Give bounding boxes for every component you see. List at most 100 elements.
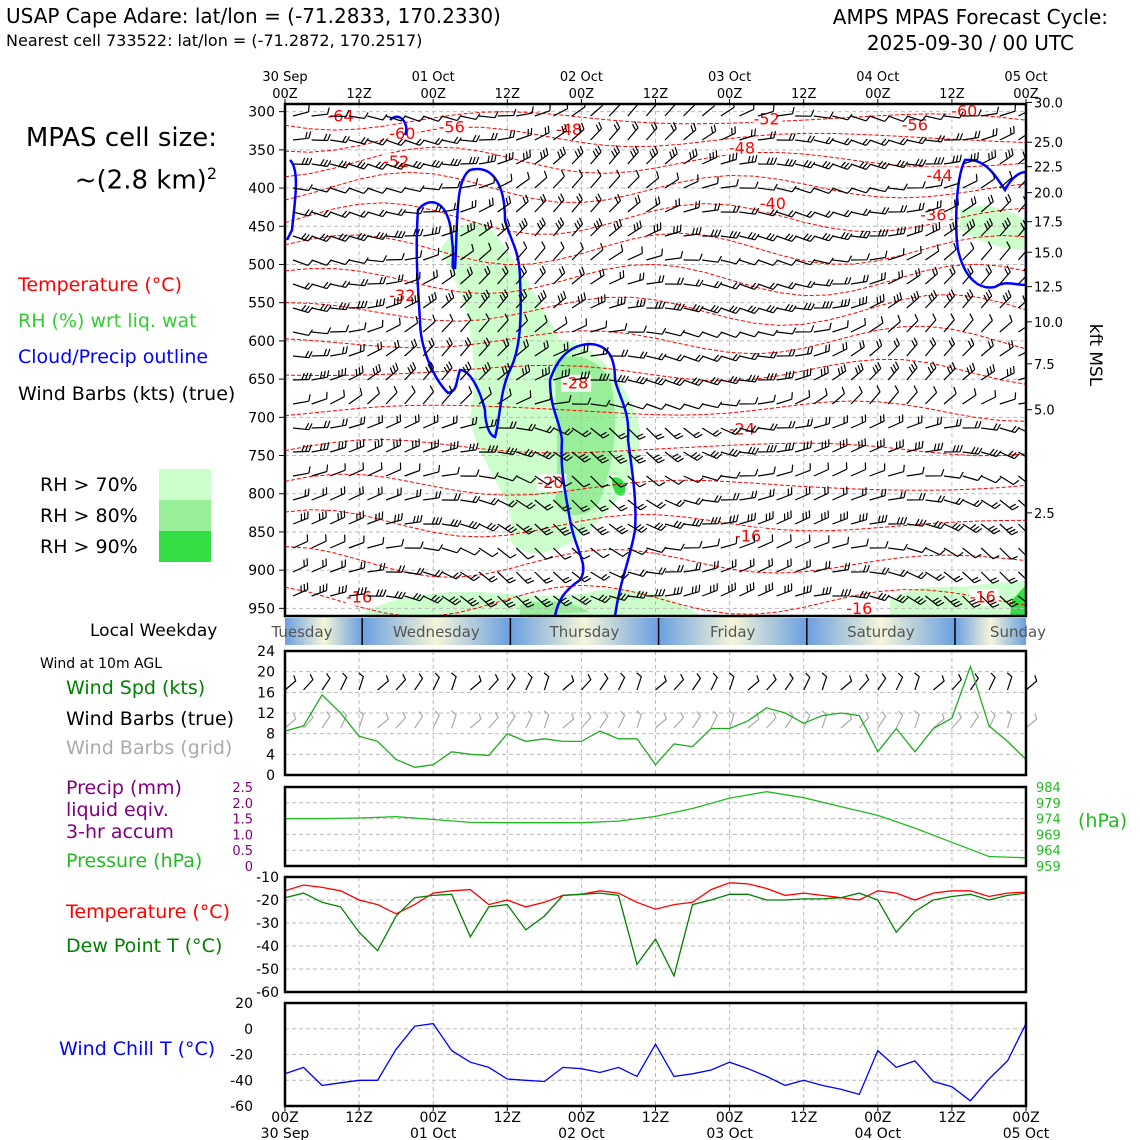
panel-tick-label: -20	[256, 893, 279, 909]
wind-barb	[850, 230, 871, 239]
wind-barb	[292, 444, 312, 453]
weekday-name: Tuesday	[270, 623, 332, 641]
wind-barb	[924, 289, 938, 309]
wind-barb	[404, 250, 423, 261]
bottom-date-label: 05 Oct	[1003, 1126, 1050, 1140]
wind-barb	[943, 265, 956, 285]
wind-barb	[869, 207, 890, 215]
wind-barb	[348, 416, 366, 429]
true-wind-barb	[469, 675, 482, 691]
wind-barb	[552, 571, 572, 584]
wind-barb	[888, 159, 909, 169]
wind-barb	[683, 562, 702, 573]
wind-barb	[441, 337, 453, 357]
wind-barb	[329, 389, 345, 405]
wind-barb	[609, 592, 630, 601]
temperature-contour-line	[285, 358, 1026, 385]
wind-barb	[330, 109, 350, 118]
wind-barb	[776, 392, 793, 405]
wind-barb	[423, 544, 444, 552]
wind-barb	[906, 518, 927, 527]
wind-barb	[553, 394, 572, 405]
wind-barb	[943, 220, 958, 237]
wind-barb	[367, 562, 386, 573]
wind-barb	[850, 317, 866, 333]
wind-barb	[683, 331, 704, 338]
wind-barb	[720, 152, 738, 165]
wind-barb	[739, 282, 760, 290]
wind-barb	[515, 171, 530, 189]
panel-frame	[283, 875, 1028, 994]
wind-barb	[888, 226, 907, 237]
wind-barb	[627, 451, 646, 464]
wind-barb	[441, 180, 461, 189]
wind-barb	[348, 535, 365, 549]
wind-barb	[664, 329, 686, 337]
wind-barb	[330, 367, 347, 381]
wind-barb	[571, 318, 588, 333]
wind-barb	[795, 302, 815, 311]
temperature-contour-line	[285, 509, 1026, 538]
wind-barb	[850, 564, 870, 573]
wind-barb	[999, 104, 1017, 117]
wind-barb	[925, 442, 944, 453]
bottom-date-label: 04 Oct	[855, 1126, 902, 1140]
wind-barb	[869, 316, 884, 333]
wind-barb	[534, 595, 554, 608]
wind-barb	[460, 547, 481, 556]
wind-barb	[980, 313, 993, 333]
wind-barb	[404, 228, 424, 237]
wind-barb	[850, 414, 867, 429]
wind-barb	[980, 595, 1000, 608]
wind-barb	[888, 569, 909, 578]
wind-barb	[478, 497, 500, 506]
wind-barb	[683, 475, 704, 484]
grid-wind-barb	[358, 710, 365, 729]
wind-barb	[292, 394, 311, 405]
wind-barb	[497, 265, 509, 285]
true-wind-barb	[692, 673, 702, 691]
wind-barb	[478, 362, 491, 381]
wind-barb	[441, 440, 459, 453]
wind-barb	[423, 490, 442, 501]
true-wind-barb	[303, 673, 314, 691]
wind-barb	[367, 319, 384, 333]
wind-barb	[832, 486, 848, 501]
grid-wind-barb	[710, 710, 718, 729]
true-wind-barb	[895, 672, 904, 691]
panel-tick-label: -50	[256, 962, 279, 978]
wind-barb	[646, 403, 667, 410]
wind-barb	[478, 265, 491, 285]
wind-barb	[590, 547, 610, 559]
wind-barb	[832, 438, 848, 453]
wind-barb	[832, 415, 848, 429]
wind-barb	[906, 595, 927, 606]
wind-barb	[330, 584, 348, 597]
wind-barb	[701, 104, 716, 117]
true-wind-barb	[877, 673, 887, 691]
wind-barb	[330, 135, 351, 144]
wind-barb	[943, 471, 964, 479]
wind-barb	[962, 265, 974, 285]
wind-barb	[1017, 571, 1026, 580]
wind-barb	[943, 289, 956, 309]
wind-barb	[1018, 402, 1026, 405]
wind-barb	[515, 475, 537, 484]
wind-barb	[980, 523, 1001, 535]
wind-barb	[348, 161, 369, 170]
legend-precip-2: liquid eqiv.	[66, 799, 169, 821]
weekday-segment	[954, 618, 1026, 645]
panel-tick-label: 964	[1036, 844, 1061, 859]
bottom-hour-label: 00Z	[1012, 1110, 1039, 1126]
legend-rh90-label: RH > 90%	[40, 536, 138, 558]
wind-barb	[627, 590, 648, 599]
wind-barb	[571, 145, 584, 165]
wind-barb	[757, 373, 778, 381]
panel-tick-label: -60	[230, 1099, 253, 1115]
wind-barb	[794, 534, 811, 549]
forecast-cycle-line2: 2025-09-30 / 00 UTC	[866, 31, 1074, 55]
wind-barb	[869, 463, 886, 477]
wind-barb	[478, 132, 498, 141]
wind-barb	[794, 210, 816, 218]
wind-barb	[441, 202, 460, 213]
